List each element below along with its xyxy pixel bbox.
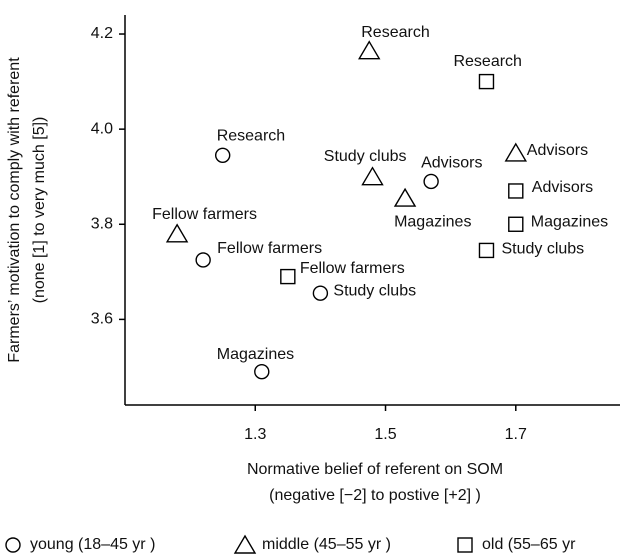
legend-label: old (55–65 yr [482, 536, 576, 553]
x-tick-label: 1.3 [244, 426, 266, 443]
point [423, 173, 439, 190]
point [478, 73, 495, 90]
y-tick-label: 4.0 [91, 120, 113, 137]
point-label: Magazines [394, 213, 471, 230]
point-label: Research [361, 24, 429, 41]
point [508, 183, 524, 199]
point-label: Study clubs [324, 148, 407, 165]
y-axis-title: (none [1] to very much [5]) [31, 117, 48, 304]
legend-label: middle (45–55 yr ) [262, 536, 391, 553]
point-label: Study clubs [333, 282, 416, 299]
point-label: Advisors [527, 142, 588, 159]
point [254, 364, 270, 380]
point [361, 166, 384, 186]
point [195, 252, 211, 268]
point [312, 285, 329, 301]
legend-label: young (18–45 yr ) [30, 536, 155, 553]
point [393, 187, 417, 207]
x-axis-title: (negative [−2] to postive [+2] ) [269, 487, 481, 504]
point-label: Magazines [217, 346, 294, 363]
point-label: Advisors [532, 179, 593, 196]
y-axis-title: Farmers’ motivation to comply with refer… [6, 57, 23, 363]
point [478, 242, 495, 259]
y-tick-label: 3.6 [91, 311, 113, 328]
point-label: Advisors [421, 155, 482, 172]
point-label: Study clubs [501, 241, 584, 258]
point [358, 40, 381, 60]
point [508, 216, 524, 232]
point-label: Research [453, 53, 521, 70]
point-label: Magazines [531, 213, 608, 230]
point [165, 223, 189, 243]
legend-marker [457, 537, 473, 553]
legend-marker [5, 537, 21, 553]
point [280, 268, 296, 285]
point-label: Fellow farmers [152, 206, 257, 223]
point-label: Research [217, 128, 285, 145]
point-label: Fellow farmers [217, 240, 322, 257]
point [214, 147, 231, 164]
y-tick-label: 3.8 [91, 215, 113, 232]
y-tick-label: 4.2 [91, 25, 113, 42]
x-tick-label: 1.7 [505, 426, 527, 443]
legend-marker [233, 534, 257, 554]
point-label: Fellow farmers [300, 260, 405, 277]
x-axis-title: Normative belief of referent on SOM [247, 461, 503, 478]
x-tick-label: 1.5 [374, 426, 396, 443]
point [504, 142, 528, 162]
